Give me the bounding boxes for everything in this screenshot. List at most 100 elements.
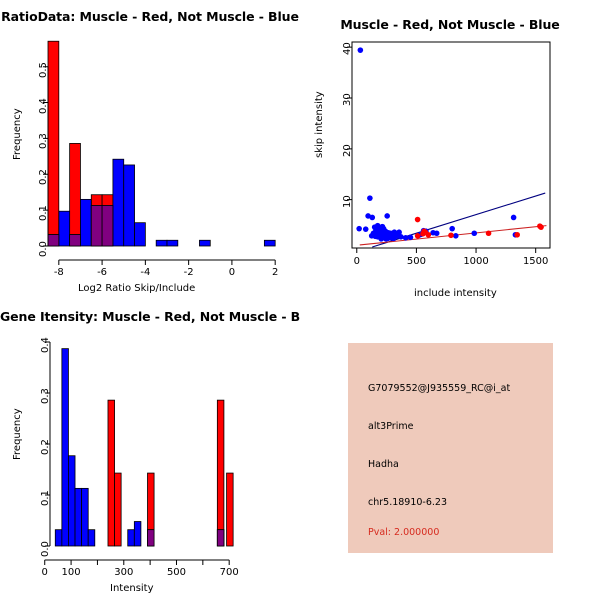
scatter-point bbox=[390, 235, 397, 242]
scatter-y-axis-label: skip intensity bbox=[314, 91, 325, 158]
scatter-point bbox=[485, 230, 492, 237]
scatter-point bbox=[420, 230, 426, 237]
ratio-histogram-panel: RatioData: Muscle - Red, Not Muscle - Bl… bbox=[0, 0, 300, 300]
scatter-point bbox=[414, 216, 421, 223]
histogram-bar bbox=[199, 239, 211, 247]
histogram-bar bbox=[263, 239, 276, 247]
scatter-point bbox=[433, 230, 440, 237]
histogram-bar-overlap bbox=[101, 205, 114, 247]
x-tick-label: 500 bbox=[166, 567, 187, 578]
histogram-bar bbox=[107, 399, 115, 547]
histogram-bar bbox=[114, 472, 122, 547]
scatter-data-points bbox=[356, 47, 544, 242]
y-tick-label: 0.0 bbox=[38, 241, 49, 257]
scatter-plot-frame bbox=[351, 41, 551, 249]
gene-intensity-y-axis bbox=[45, 341, 51, 547]
scatter-point bbox=[538, 224, 544, 230]
gene-intensity-histogram-panel: Gene Itensity: Muscle - Red, Not Muscle … bbox=[0, 300, 300, 600]
ratio-histogram-title: RatioData: Muscle - Red, Not Muscle - Bl… bbox=[1, 9, 299, 24]
gene-intensity-histogram-svg bbox=[44, 341, 234, 565]
pvalue-text: Pval: 2.000000 bbox=[368, 527, 440, 538]
x-tick-label: 0 bbox=[41, 567, 48, 578]
scatter-title: Muscle - Red, Not Muscle - Blue bbox=[340, 17, 560, 32]
y-tick-label: 0.3 bbox=[40, 388, 51, 404]
histogram-bar-overlap bbox=[47, 234, 60, 247]
y-tick-label: 10 bbox=[342, 194, 353, 208]
scatter-point bbox=[407, 234, 414, 241]
x-tick-label: 2 bbox=[271, 267, 279, 278]
histogram-bar bbox=[61, 348, 69, 547]
regression-line bbox=[372, 192, 546, 248]
probe-id-text: G7079552@J935559_RC@i_at bbox=[368, 383, 511, 394]
ratio-histogram-x-axis bbox=[58, 259, 276, 265]
y-tick-label: 0.2 bbox=[38, 169, 49, 186]
gene-intensity-histogram-bars bbox=[54, 348, 234, 547]
scatter-point bbox=[383, 236, 389, 242]
scatter-point bbox=[414, 232, 421, 239]
histogram-bar bbox=[58, 210, 71, 247]
scatter-point bbox=[449, 225, 455, 232]
histogram-bar-overlap bbox=[216, 529, 225, 547]
histogram-bar bbox=[81, 487, 89, 547]
scatter-panel: Muscle - Red, Not Muscle - Blue 10 20 30 40… bbox=[300, 0, 600, 300]
y-tick-label: 0.2 bbox=[40, 439, 51, 455]
scatter-point bbox=[398, 234, 404, 240]
y-tick-label: 0.5 bbox=[38, 61, 49, 78]
scatter-point bbox=[510, 214, 517, 221]
x-tick-label: 500 bbox=[406, 256, 426, 267]
histogram-bar bbox=[127, 529, 135, 547]
x-tick-label: -6 bbox=[97, 267, 108, 278]
scatter-point bbox=[471, 230, 478, 237]
y-tick-label: 40 bbox=[342, 42, 353, 56]
x-tick-label: -2 bbox=[183, 267, 194, 278]
gene-info-panel: G7079552@J935559_RC@i_at alt3Prime Hadha… bbox=[300, 300, 600, 600]
gene-intensity-x-axis bbox=[44, 559, 230, 565]
histogram-bar-overlap bbox=[69, 234, 81, 247]
x-tick-label: 0 bbox=[353, 256, 360, 267]
y-tick-label: 0.4 bbox=[38, 97, 49, 114]
histogram-bar bbox=[87, 529, 96, 547]
x-tick-label: 700 bbox=[219, 567, 239, 578]
locus-text: chr5.18910-6.23 bbox=[368, 497, 448, 508]
scatter-point bbox=[448, 232, 454, 239]
histogram-bar bbox=[74, 487, 83, 547]
histogram-bar bbox=[155, 239, 168, 247]
histogram-bar bbox=[166, 239, 179, 247]
y-tick-label: 0.4 bbox=[40, 337, 51, 353]
scatter-point bbox=[369, 214, 376, 221]
ratio-histogram-y-axis bbox=[43, 66, 49, 247]
x-tick-label: 1500 bbox=[522, 256, 549, 267]
x-tick-label: -4 bbox=[140, 267, 151, 278]
x-tick-label: 300 bbox=[114, 567, 134, 578]
histogram-bar bbox=[80, 198, 92, 247]
histogram-bar bbox=[54, 529, 63, 547]
histogram-bar bbox=[47, 40, 60, 247]
scatter-point bbox=[356, 225, 362, 232]
histogram-bar bbox=[68, 455, 76, 547]
ratio-histogram-svg bbox=[43, 40, 276, 265]
histogram-bar-overlap bbox=[147, 529, 155, 547]
histogram-bar bbox=[123, 164, 135, 247]
x-tick-label: 100 bbox=[61, 567, 81, 578]
scatter-point bbox=[378, 236, 385, 242]
event-type-text: alt3Prime bbox=[368, 421, 414, 432]
gene-intensity-y-axis-label: Frequency bbox=[12, 408, 23, 460]
ratio-histogram-x-axis-label: Log2 Ratio Skip/Include bbox=[78, 283, 196, 294]
scatter-svg bbox=[347, 41, 551, 253]
gene-intensity-histogram-title: Gene Itensity: Muscle - Red, Not Muscle … bbox=[0, 309, 300, 324]
gene-symbol-text: Hadha bbox=[368, 459, 399, 470]
gene-info-box: G7079552@J935559_RC@i_at alt3Prime Hadha… bbox=[348, 343, 553, 553]
y-tick-label: 0.3 bbox=[38, 133, 49, 150]
gene-intensity-x-axis-label: Intensity bbox=[110, 583, 154, 594]
scatter-point bbox=[514, 231, 520, 238]
scatter-point bbox=[362, 226, 369, 232]
scatter-point bbox=[384, 213, 390, 219]
histogram-bar bbox=[216, 399, 225, 547]
scatter-point bbox=[452, 232, 459, 239]
scatter-x-tick-marks bbox=[356, 248, 537, 253]
x-tick-label: 1000 bbox=[463, 256, 489, 267]
x-tick-label: 0 bbox=[228, 267, 236, 278]
x-tick-label: -8 bbox=[53, 267, 64, 278]
scatter-point bbox=[357, 47, 364, 53]
scatter-point bbox=[425, 231, 432, 238]
